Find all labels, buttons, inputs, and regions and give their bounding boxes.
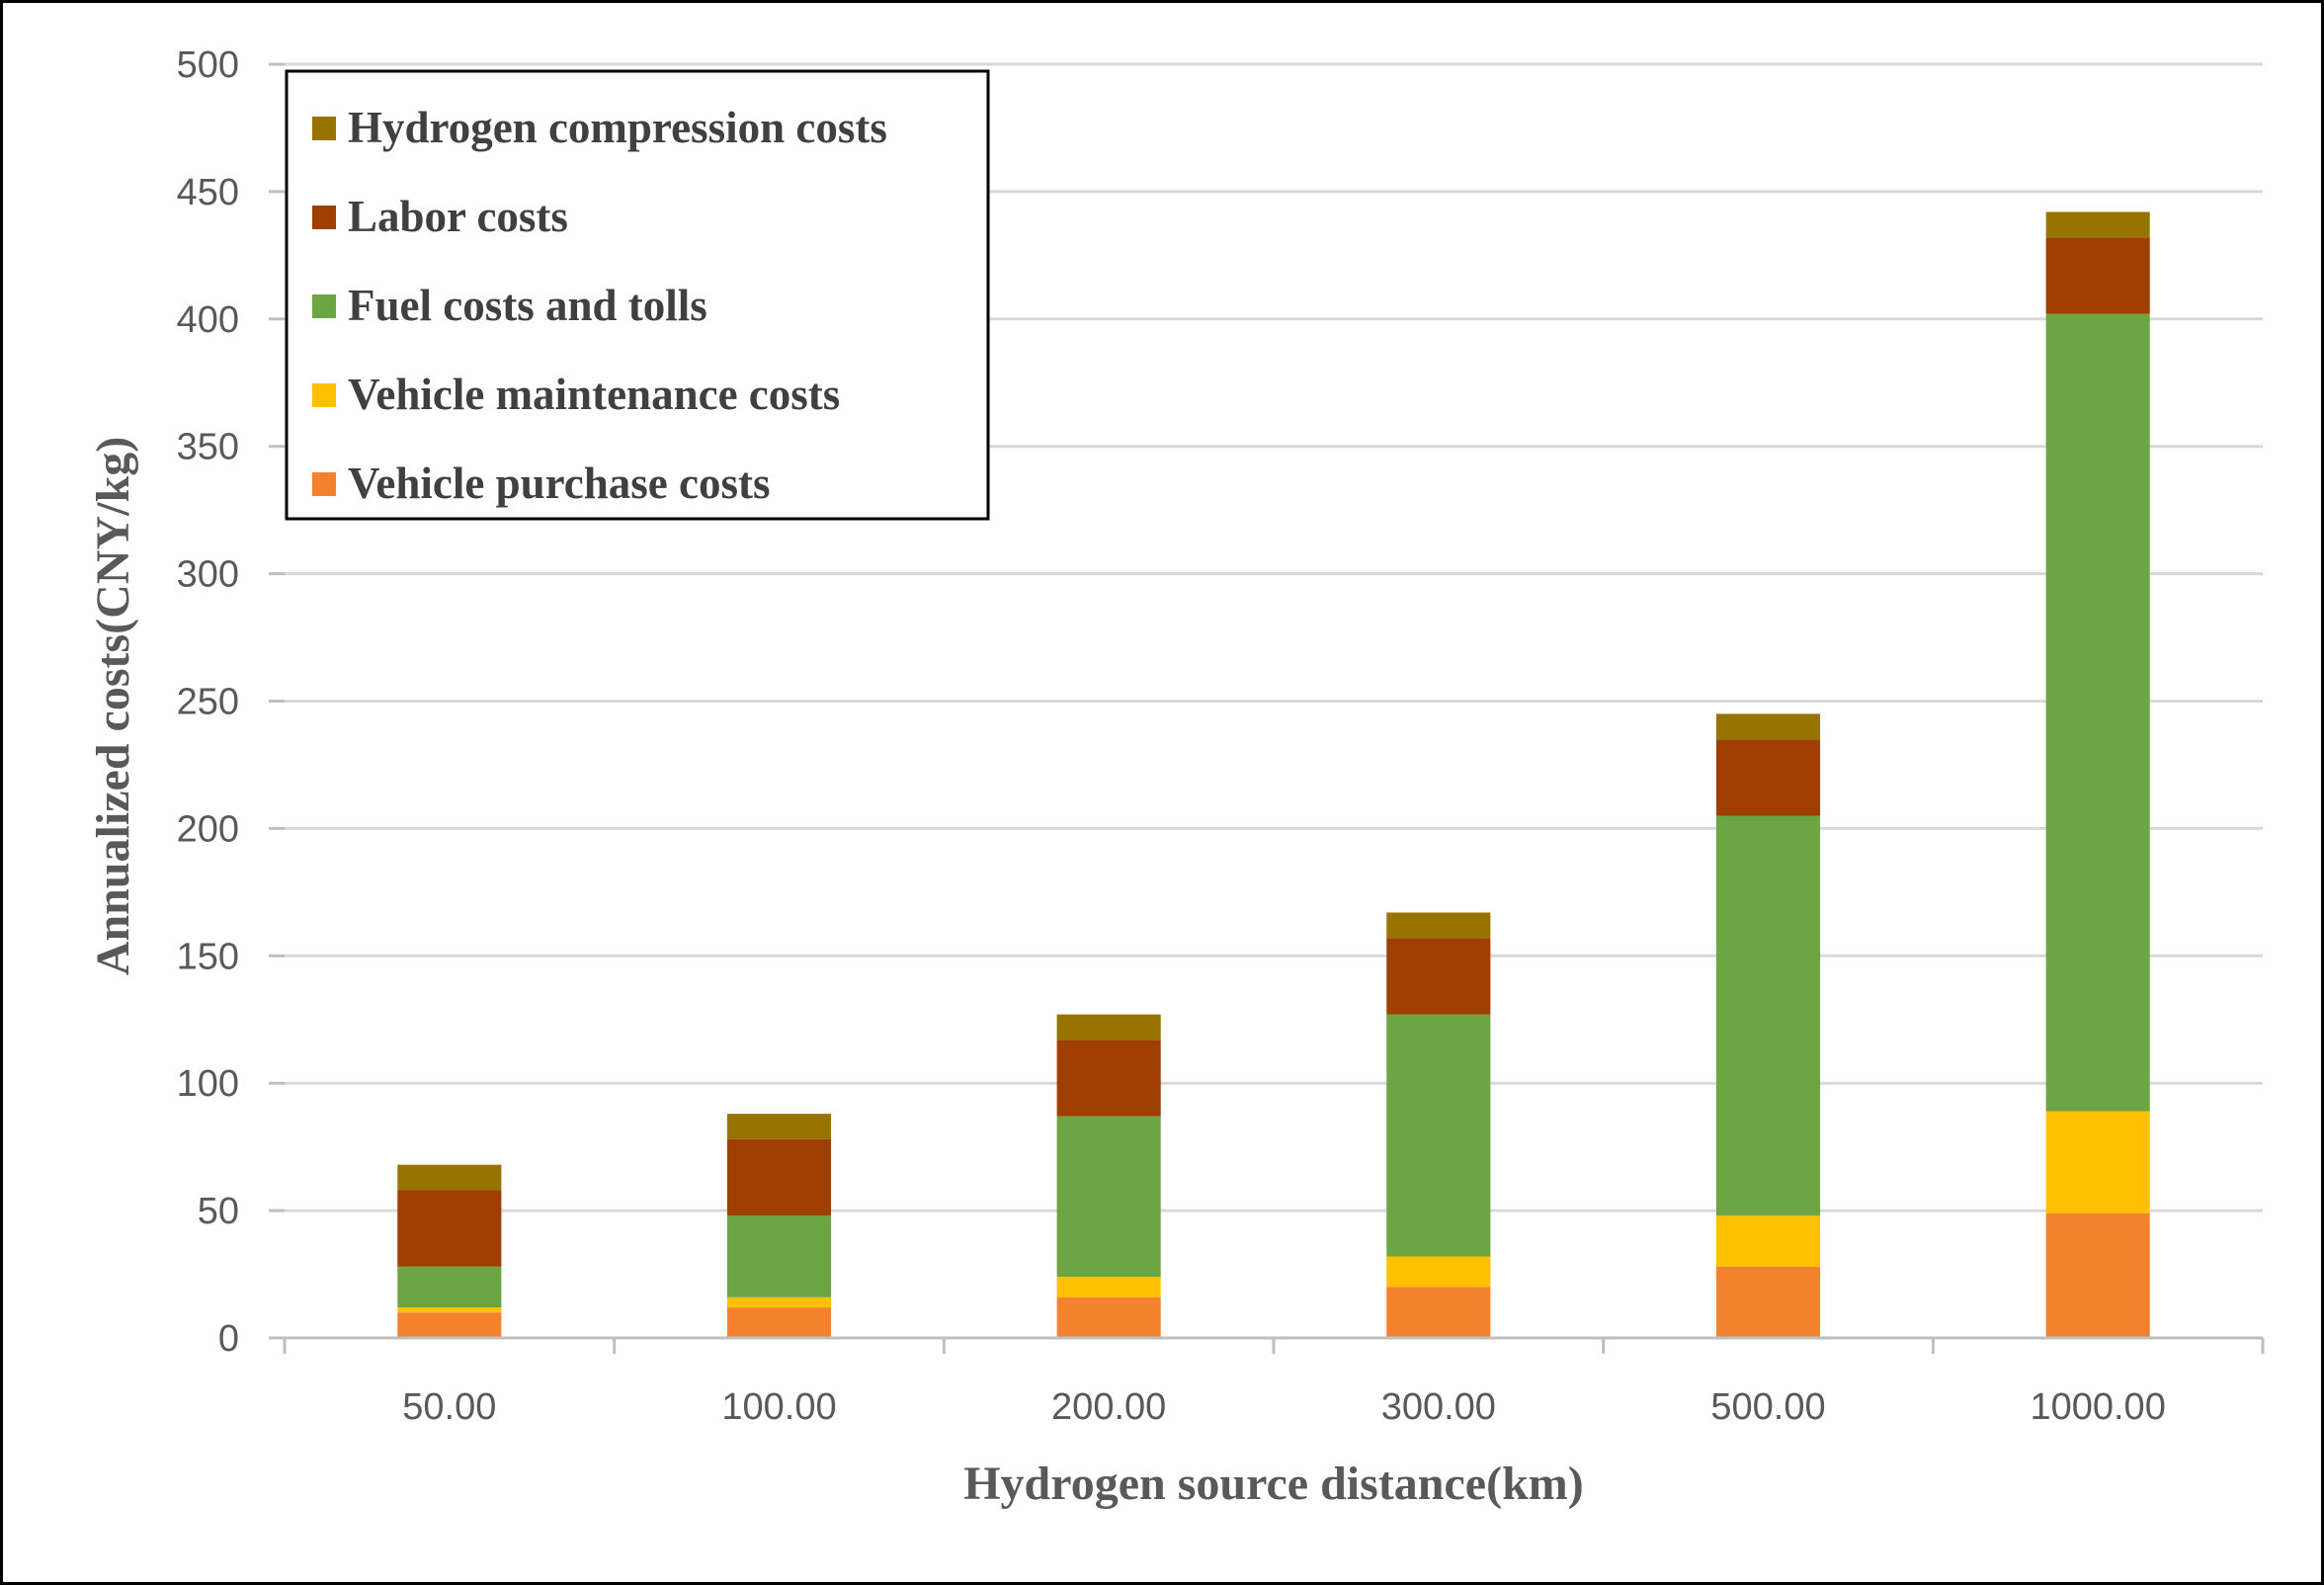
legend-label: Vehicle maintenance costs (348, 370, 840, 419)
y-tick-label: 0 (218, 1318, 239, 1360)
x-tick-label: 300.00 (1381, 1386, 1496, 1428)
y-tick-label: 250 (177, 682, 239, 723)
bar-segment-fuel-costs-and-tolls (1715, 815, 1821, 1216)
bar-segment-labor-costs (1386, 938, 1491, 1015)
bar-segment-vehicle-purchase-costs (726, 1307, 832, 1338)
x-axis-title: Hydrogen source distance(km) (963, 1458, 1584, 1510)
bar-segment-fuel-costs-and-tolls (726, 1215, 832, 1297)
bar-segment-hydrogen-compression-costs (397, 1164, 502, 1191)
y-tick-label: 500 (177, 44, 239, 86)
bar-segment-labor-costs (397, 1190, 502, 1267)
y-tick-label: 400 (177, 299, 239, 341)
bar-segment-labor-costs (1056, 1040, 1161, 1117)
y-tick-label: 100 (177, 1063, 239, 1105)
bar-segment-hydrogen-compression-costs (1056, 1014, 1161, 1041)
bar-segment-vehicle-maintenance-costs (1386, 1256, 1491, 1288)
x-tick-label: 1000.00 (2030, 1386, 2165, 1428)
legend-swatch (312, 206, 336, 229)
bars (397, 211, 2150, 1338)
axes: 0 50 100 150 200 250 300 350 400 450 500 50.00 100.0… (177, 44, 2265, 1428)
x-tick-label: 100.00 (721, 1386, 836, 1428)
legend-label: Vehicle purchase costs (348, 459, 771, 508)
legend-swatch (312, 383, 336, 407)
bar-segment-vehicle-maintenance-costs (1056, 1277, 1161, 1297)
bar-segment-labor-costs (1715, 739, 1821, 816)
bar-segment-vehicle-purchase-costs (1715, 1266, 1821, 1338)
legend: Hydrogen compression costs Labor costs Fue… (285, 69, 990, 521)
legend-label: Labor costs (348, 192, 568, 241)
bar-segment-vehicle-purchase-costs (2045, 1212, 2150, 1338)
y-tick-label: 350 (177, 427, 239, 468)
bar-segment-fuel-costs-and-tolls (1056, 1116, 1161, 1278)
bar-segment-vehicle-maintenance-costs (397, 1307, 502, 1313)
bar-segment-hydrogen-compression-costs (1386, 912, 1491, 939)
bar-segment-fuel-costs-and-tolls (397, 1266, 502, 1308)
y-tick-label: 200 (177, 808, 239, 850)
y-tick-label: 450 (177, 172, 239, 213)
x-tick-label: 50.00 (402, 1386, 496, 1428)
bar-segment-labor-costs (2045, 237, 2150, 314)
bar-segment-hydrogen-compression-costs (2045, 211, 2150, 238)
bar-segment-vehicle-maintenance-costs (726, 1296, 832, 1308)
y-tick-label: 50 (198, 1191, 239, 1232)
bar-segment-vehicle-purchase-costs (1056, 1296, 1161, 1338)
bar-segment-fuel-costs-and-tolls (1386, 1014, 1491, 1257)
legend-swatch (312, 472, 336, 496)
bar-segment-vehicle-maintenance-costs (1715, 1215, 1821, 1267)
bar-segment-vehicle-purchase-costs (1386, 1287, 1491, 1338)
bar-segment-vehicle-purchase-costs (397, 1312, 502, 1338)
legend-box (285, 69, 990, 521)
bar-segment-vehicle-maintenance-costs (2045, 1111, 2150, 1213)
x-tick-label: 200.00 (1051, 1386, 1166, 1428)
bar-segment-fuel-costs-and-tolls (2045, 313, 2150, 1112)
y-tick-label: 300 (177, 554, 239, 596)
bar-segment-labor-costs (726, 1138, 832, 1216)
y-axis-title: Annualized costs(CNY/kg) (87, 437, 139, 975)
legend-label: Fuel costs and tolls (348, 281, 707, 330)
y-tick-label: 150 (177, 936, 239, 977)
legend-swatch (312, 294, 336, 318)
bar-segment-hydrogen-compression-costs (1715, 713, 1821, 740)
x-tick-label: 500.00 (1710, 1386, 1825, 1428)
legend-label: Hydrogen compression costs (348, 103, 887, 152)
bar-segment-hydrogen-compression-costs (726, 1114, 832, 1139)
legend-swatch (312, 117, 336, 140)
